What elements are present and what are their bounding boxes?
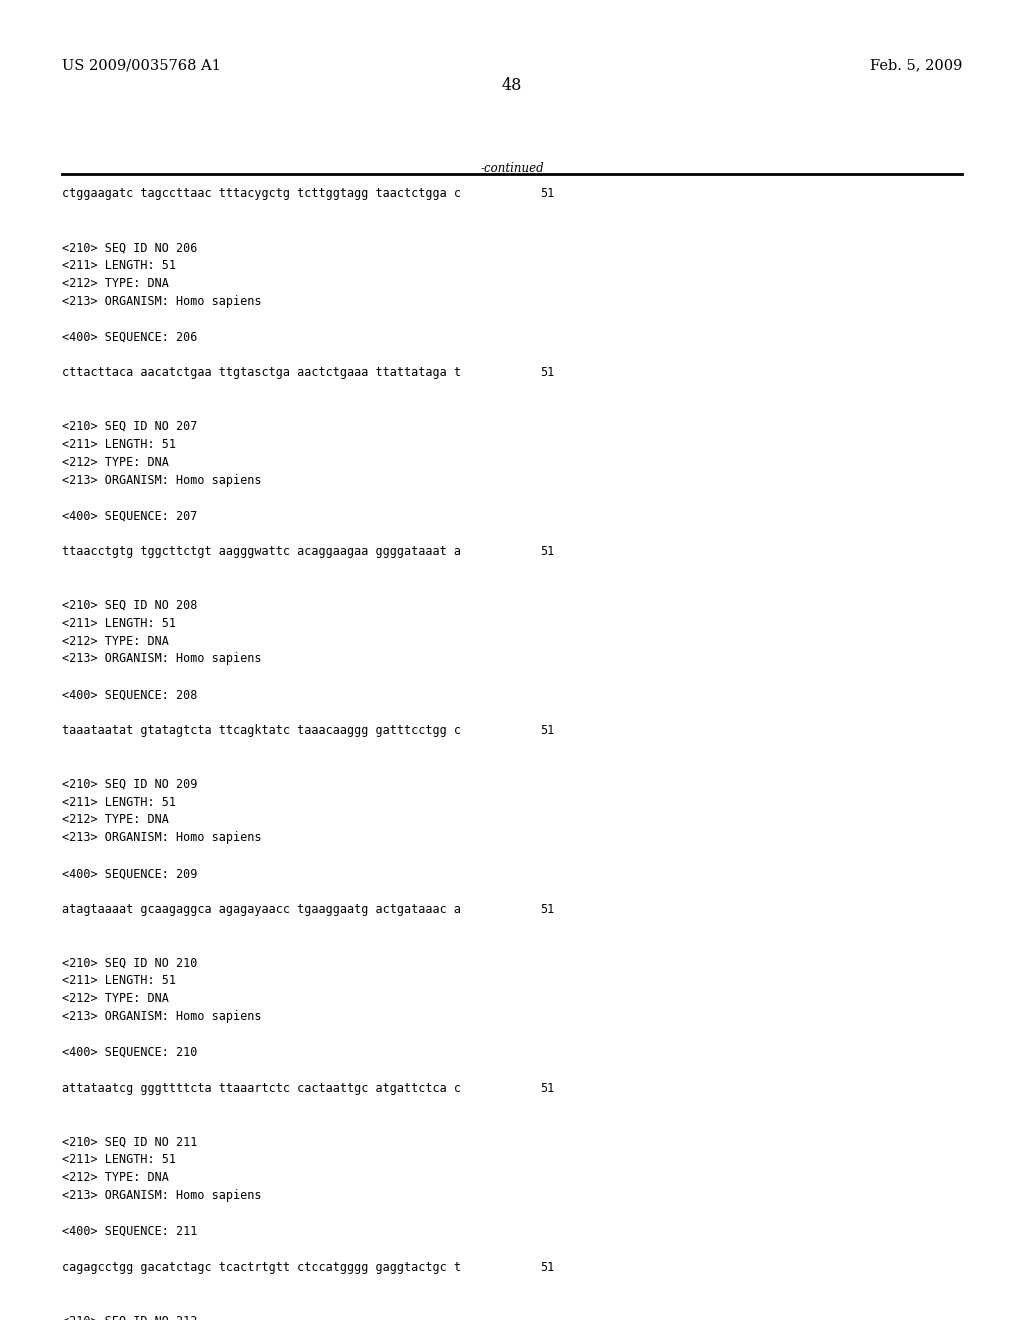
- Text: <212> TYPE: DNA: <212> TYPE: DNA: [61, 1171, 169, 1184]
- Text: <211> LENGTH: 51: <211> LENGTH: 51: [61, 974, 176, 987]
- Text: Feb. 5, 2009: Feb. 5, 2009: [869, 58, 963, 73]
- Text: atagtaaaat gcaagaggca agagayaacc tgaaggaatg actgataaac a: atagtaaaat gcaagaggca agagayaacc tgaagga…: [61, 903, 461, 916]
- Text: <400> SEQUENCE: 207: <400> SEQUENCE: 207: [61, 510, 198, 523]
- Text: <210> SEQ ID NO 207: <210> SEQ ID NO 207: [61, 420, 198, 433]
- Text: attataatcg gggttttcta ttaaartctc cactaattgc atgattctca c: attataatcg gggttttcta ttaaartctc cactaat…: [61, 1082, 461, 1094]
- Text: <211> LENGTH: 51: <211> LENGTH: 51: [61, 616, 176, 630]
- Text: <211> LENGTH: 51: <211> LENGTH: 51: [61, 259, 176, 272]
- Text: <212> TYPE: DNA: <212> TYPE: DNA: [61, 813, 169, 826]
- Text: <211> LENGTH: 51: <211> LENGTH: 51: [61, 438, 176, 451]
- Text: <400> SEQUENCE: 210: <400> SEQUENCE: 210: [61, 1045, 198, 1059]
- Text: 51: 51: [540, 545, 554, 558]
- Text: <211> LENGTH: 51: <211> LENGTH: 51: [61, 1154, 176, 1167]
- Text: 51: 51: [540, 367, 554, 379]
- Text: -continued: -continued: [480, 162, 544, 176]
- Text: <212> TYPE: DNA: <212> TYPE: DNA: [61, 277, 169, 290]
- Text: ttaacctgtg tggcttctgt aagggwattc acaggaagaa ggggataaat a: ttaacctgtg tggcttctgt aagggwattc acaggaa…: [61, 545, 461, 558]
- Text: 48: 48: [502, 77, 522, 94]
- Text: <213> ORGANISM: Homo sapiens: <213> ORGANISM: Homo sapiens: [61, 832, 261, 845]
- Text: <213> ORGANISM: Homo sapiens: <213> ORGANISM: Homo sapiens: [61, 652, 261, 665]
- Text: <213> ORGANISM: Homo sapiens: <213> ORGANISM: Homo sapiens: [61, 1010, 261, 1023]
- Text: 51: 51: [540, 187, 554, 201]
- Text: <210> SEQ ID NO 212: <210> SEQ ID NO 212: [61, 1315, 198, 1320]
- Text: <213> ORGANISM: Homo sapiens: <213> ORGANISM: Homo sapiens: [61, 1189, 261, 1203]
- Text: 51: 51: [540, 723, 554, 737]
- Text: <213> ORGANISM: Homo sapiens: <213> ORGANISM: Homo sapiens: [61, 294, 261, 308]
- Text: <210> SEQ ID NO 208: <210> SEQ ID NO 208: [61, 599, 198, 611]
- Text: 51: 51: [540, 1261, 554, 1274]
- Text: <400> SEQUENCE: 211: <400> SEQUENCE: 211: [61, 1225, 198, 1238]
- Text: ctggaagatc tagccttaac tttacygctg tcttggtagg taactctgga c: ctggaagatc tagccttaac tttacygctg tcttggt…: [61, 187, 461, 201]
- Text: <210> SEQ ID NO 209: <210> SEQ ID NO 209: [61, 777, 198, 791]
- Text: cagagcctgg gacatctagc tcactrtgtt ctccatgggg gaggtactgc t: cagagcctgg gacatctagc tcactrtgtt ctccatg…: [61, 1261, 461, 1274]
- Text: <212> TYPE: DNA: <212> TYPE: DNA: [61, 635, 169, 648]
- Text: taaataatat gtatagtcta ttcagktatc taaacaaggg gatttcctgg c: taaataatat gtatagtcta ttcagktatc taaacaa…: [61, 723, 461, 737]
- Text: <212> TYPE: DNA: <212> TYPE: DNA: [61, 455, 169, 469]
- Text: <210> SEQ ID NO 206: <210> SEQ ID NO 206: [61, 242, 198, 253]
- Text: <400> SEQUENCE: 206: <400> SEQUENCE: 206: [61, 330, 198, 343]
- Text: <212> TYPE: DNA: <212> TYPE: DNA: [61, 993, 169, 1006]
- Text: <400> SEQUENCE: 209: <400> SEQUENCE: 209: [61, 867, 198, 880]
- Text: 51: 51: [540, 1082, 554, 1094]
- Text: cttacttaca aacatctgaa ttgtasctga aactctgaaa ttattataga t: cttacttaca aacatctgaa ttgtasctga aactctg…: [61, 367, 461, 379]
- Text: US 2009/0035768 A1: US 2009/0035768 A1: [61, 58, 221, 73]
- Text: <211> LENGTH: 51: <211> LENGTH: 51: [61, 796, 176, 809]
- Text: <213> ORGANISM: Homo sapiens: <213> ORGANISM: Homo sapiens: [61, 474, 261, 487]
- Text: 51: 51: [540, 903, 554, 916]
- Text: <400> SEQUENCE: 208: <400> SEQUENCE: 208: [61, 688, 198, 701]
- Text: <210> SEQ ID NO 211: <210> SEQ ID NO 211: [61, 1135, 198, 1148]
- Text: <210> SEQ ID NO 210: <210> SEQ ID NO 210: [61, 957, 198, 969]
